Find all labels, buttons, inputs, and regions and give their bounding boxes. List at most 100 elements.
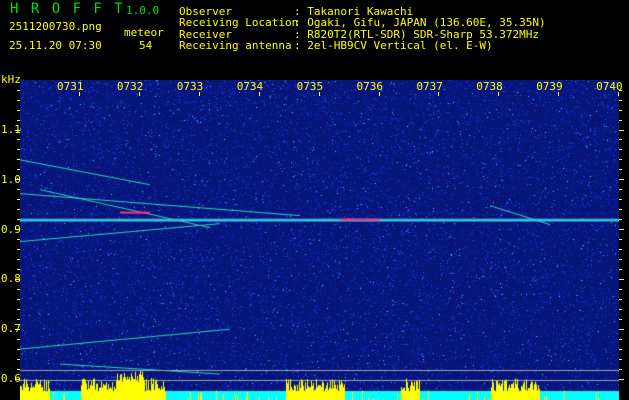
x-tick-mark bbox=[438, 92, 440, 96]
y-tick-mark bbox=[17, 349, 20, 350]
y-tick-mark bbox=[17, 120, 20, 121]
x-tick-mark bbox=[138, 92, 140, 96]
y-tick-mark bbox=[17, 309, 20, 310]
y-tick-mark bbox=[619, 120, 622, 121]
y-tick-mark bbox=[619, 189, 622, 190]
x-tick-mark bbox=[318, 92, 320, 96]
info-value-receiver: : R820T2(RTL-SDR) SDR-Sharp 53.372MHz bbox=[294, 28, 540, 41]
x-tick-label: 0732 bbox=[116, 80, 144, 93]
y-tick-mark bbox=[619, 329, 624, 330]
y-tick-mark bbox=[619, 379, 624, 380]
y-tick-mark bbox=[619, 110, 622, 111]
y-tick-mark bbox=[619, 90, 622, 91]
y-tick-label: 1.1 bbox=[1, 123, 21, 136]
y-tick-mark bbox=[17, 100, 20, 101]
y-tick-label: 0.8 bbox=[1, 272, 21, 286]
y-tick-mark bbox=[17, 259, 20, 260]
y-tick-mark bbox=[17, 159, 20, 160]
x-tick-label: 0736 bbox=[356, 80, 384, 93]
y-tick-mark bbox=[17, 139, 20, 140]
x-tick-mark bbox=[258, 92, 260, 96]
app-version: 1.0.0 bbox=[126, 4, 160, 17]
y-tick-mark bbox=[619, 309, 622, 310]
y-tick-label: 0.6 bbox=[1, 372, 21, 385]
datetime: 25.11.20 07:30 bbox=[9, 39, 102, 52]
y-tick-mark bbox=[619, 349, 622, 350]
y-tick-mark bbox=[619, 259, 622, 260]
x-tick-label: 0734 bbox=[236, 80, 264, 93]
y-tick-mark bbox=[619, 239, 622, 240]
y-tick-label: 1.0 bbox=[1, 172, 21, 186]
y-tick-mark bbox=[17, 299, 20, 300]
x-tick-mark bbox=[79, 92, 80, 96]
x-tick-label: 0739 bbox=[536, 80, 563, 93]
y-tick-mark bbox=[17, 269, 20, 270]
x-tick-label: 0740 bbox=[596, 80, 623, 93]
x-tick-label: 0735 bbox=[296, 80, 324, 93]
y-tick-mark bbox=[17, 199, 20, 200]
y-tick-mark bbox=[619, 199, 622, 200]
y-tick-mark bbox=[17, 149, 20, 150]
info-value-location: : Ogaki, Gifu, JAPAN (136.60E, 35.35N) bbox=[294, 16, 546, 29]
info-value-antenna: : 2el-HB9CV Vertical (el. E-W) bbox=[294, 39, 493, 52]
y-tick-mark bbox=[619, 149, 622, 150]
y-tick-mark bbox=[619, 139, 622, 140]
x-tick-mark bbox=[558, 92, 560, 96]
app-title: H R O F F T bbox=[10, 1, 125, 17]
y-tick-mark bbox=[619, 319, 622, 320]
y-tick-mark bbox=[17, 289, 20, 290]
y-tick-label: 0.9 bbox=[1, 222, 21, 236]
x-tick-label: 0737 bbox=[416, 80, 443, 93]
y-tick-mark bbox=[17, 219, 20, 220]
y-tick-mark bbox=[619, 179, 624, 180]
y-tick-mark bbox=[619, 359, 622, 360]
y-tick-mark bbox=[15, 279, 20, 280]
y-tick-mark bbox=[17, 110, 20, 111]
y-tick-mark bbox=[17, 249, 20, 250]
y-tick-mark bbox=[619, 100, 622, 101]
y-axis-label: kHz bbox=[1, 73, 21, 86]
y-tick-mark bbox=[15, 379, 20, 380]
y-tick-mark bbox=[17, 169, 20, 170]
x-tick-mark bbox=[618, 92, 620, 96]
y-tick-mark bbox=[619, 339, 622, 340]
y-tick-mark bbox=[15, 329, 20, 330]
x-tick-label: 0733 bbox=[176, 80, 204, 93]
y-tick-mark bbox=[619, 299, 622, 300]
y-tick-label: 0.7 bbox=[1, 322, 21, 336]
y-tick-mark bbox=[17, 369, 20, 370]
y-tick-mark bbox=[17, 359, 20, 360]
y-tick-mark bbox=[17, 209, 20, 210]
y-tick-mark bbox=[17, 189, 20, 190]
x-tick-label: 0738 bbox=[476, 80, 503, 93]
info-label-antenna: Receiving antenna bbox=[179, 39, 292, 52]
info-value-observer: : Takanori Kawachi bbox=[294, 5, 414, 18]
spectrogram bbox=[20, 80, 619, 400]
x-tick-mark bbox=[378, 92, 380, 96]
y-tick-mark bbox=[619, 369, 622, 370]
y-tick-mark bbox=[619, 130, 624, 131]
y-tick-mark bbox=[619, 169, 622, 170]
filename: 2511200730.png bbox=[9, 20, 102, 33]
x-tick-mark bbox=[198, 92, 200, 96]
y-tick-mark bbox=[15, 130, 20, 131]
y-tick-mark bbox=[17, 339, 20, 340]
y-tick-mark bbox=[619, 209, 622, 210]
y-tick-mark bbox=[17, 90, 20, 91]
info-label-receiver: Receiver bbox=[179, 28, 232, 41]
y-tick-mark bbox=[17, 319, 20, 320]
y-tick-mark bbox=[17, 239, 20, 240]
y-tick-mark bbox=[619, 219, 622, 220]
y-tick-mark bbox=[619, 249, 622, 250]
y-tick-mark bbox=[619, 289, 622, 290]
x-tick-label: 0731 bbox=[57, 80, 84, 93]
y-tick-mark bbox=[619, 159, 622, 160]
y-tick-mark bbox=[15, 179, 20, 180]
y-tick-mark bbox=[15, 229, 20, 230]
x-tick-mark bbox=[498, 92, 500, 96]
y-tick-mark bbox=[619, 229, 624, 230]
meteor-count: 54 bbox=[139, 39, 153, 52]
meteor-label: meteor bbox=[124, 26, 164, 39]
info-label-location: Receiving Location bbox=[179, 16, 299, 29]
y-tick-mark bbox=[619, 269, 622, 270]
